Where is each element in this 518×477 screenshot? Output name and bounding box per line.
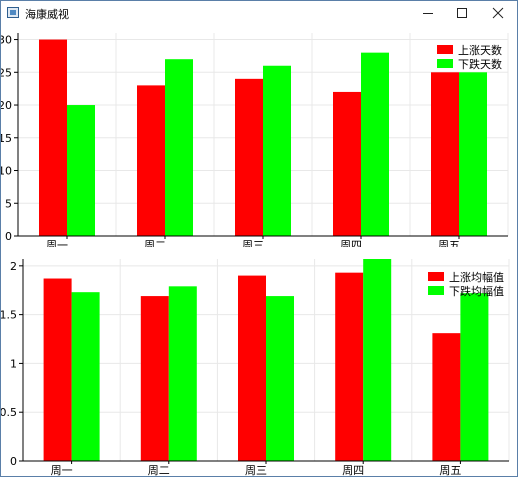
y-tick-label: 10 <box>1 165 12 178</box>
y-tick-label: 5 <box>5 197 12 210</box>
legend-swatch <box>428 286 444 295</box>
minimize-icon <box>423 13 433 14</box>
legend-label: 上涨天数 <box>458 44 502 57</box>
y-tick-label: 0.5 <box>1 406 17 419</box>
legend-swatch <box>437 45 453 54</box>
bar-up[interactable] <box>137 85 165 236</box>
y-tick-label: 30 <box>1 34 12 47</box>
y-tick-label: 25 <box>1 66 12 79</box>
x-tick-label: 周五 <box>439 464 461 476</box>
y-tick-label: 20 <box>1 99 12 112</box>
bar-up[interactable] <box>238 275 266 461</box>
x-tick-label: 周三 <box>242 239 264 247</box>
y-tick-label: 1.5 <box>1 309 17 322</box>
x-tick-label: 周四 <box>342 464 364 476</box>
bar-up[interactable] <box>235 78 263 236</box>
bar-down[interactable] <box>165 59 193 237</box>
bar-up[interactable] <box>43 278 72 461</box>
bar-down[interactable] <box>459 72 487 237</box>
y-tick-label: 0 <box>5 230 12 243</box>
x-tick-label: 周三 <box>245 464 267 476</box>
legend-label: 下跌均幅值 <box>449 284 504 298</box>
x-tick-label: 周五 <box>438 239 460 247</box>
x-tick-label: 周一 <box>51 464 73 476</box>
bar-up[interactable] <box>432 333 461 461</box>
bar-down[interactable] <box>361 52 389 237</box>
bar-up[interactable] <box>140 296 169 461</box>
close-button[interactable] <box>481 1 515 25</box>
bar-down[interactable] <box>460 293 489 461</box>
x-tick-label: 周一 <box>46 239 68 247</box>
y-tick-label: 0 <box>10 455 17 468</box>
y-tick-label: 2 <box>10 260 17 273</box>
x-tick-label: 周四 <box>340 239 362 247</box>
maximize-icon <box>457 8 467 18</box>
bar-down[interactable] <box>71 292 100 461</box>
bar-down[interactable] <box>168 286 197 461</box>
legend-label: 上涨均幅值 <box>449 271 504 284</box>
bar-up[interactable] <box>333 91 361 236</box>
y-tick-label: 1 <box>10 357 17 370</box>
maximize-button[interactable] <box>445 1 479 25</box>
bar-up[interactable] <box>335 272 364 461</box>
minimize-button[interactable] <box>411 1 445 25</box>
x-tick-label: 周二 <box>144 239 166 247</box>
bar-down[interactable] <box>67 105 95 236</box>
bar-down[interactable] <box>266 296 294 461</box>
title-bar[interactable]: 海康威视 <box>1 1 517 25</box>
bar-up[interactable] <box>39 39 67 236</box>
app-window-icon <box>7 7 19 18</box>
bar-up[interactable] <box>431 72 459 237</box>
x-tick-label: 周二 <box>148 464 170 476</box>
y-tick-label: 15 <box>1 132 12 145</box>
legend-swatch <box>428 272 444 281</box>
close-icon <box>492 7 504 19</box>
legend-label: 下跌天数 <box>458 57 502 71</box>
bar-down[interactable] <box>263 65 291 236</box>
bar-down[interactable] <box>363 259 392 461</box>
legend-swatch <box>437 59 453 68</box>
window-title: 海康威视 <box>25 8 69 21</box>
